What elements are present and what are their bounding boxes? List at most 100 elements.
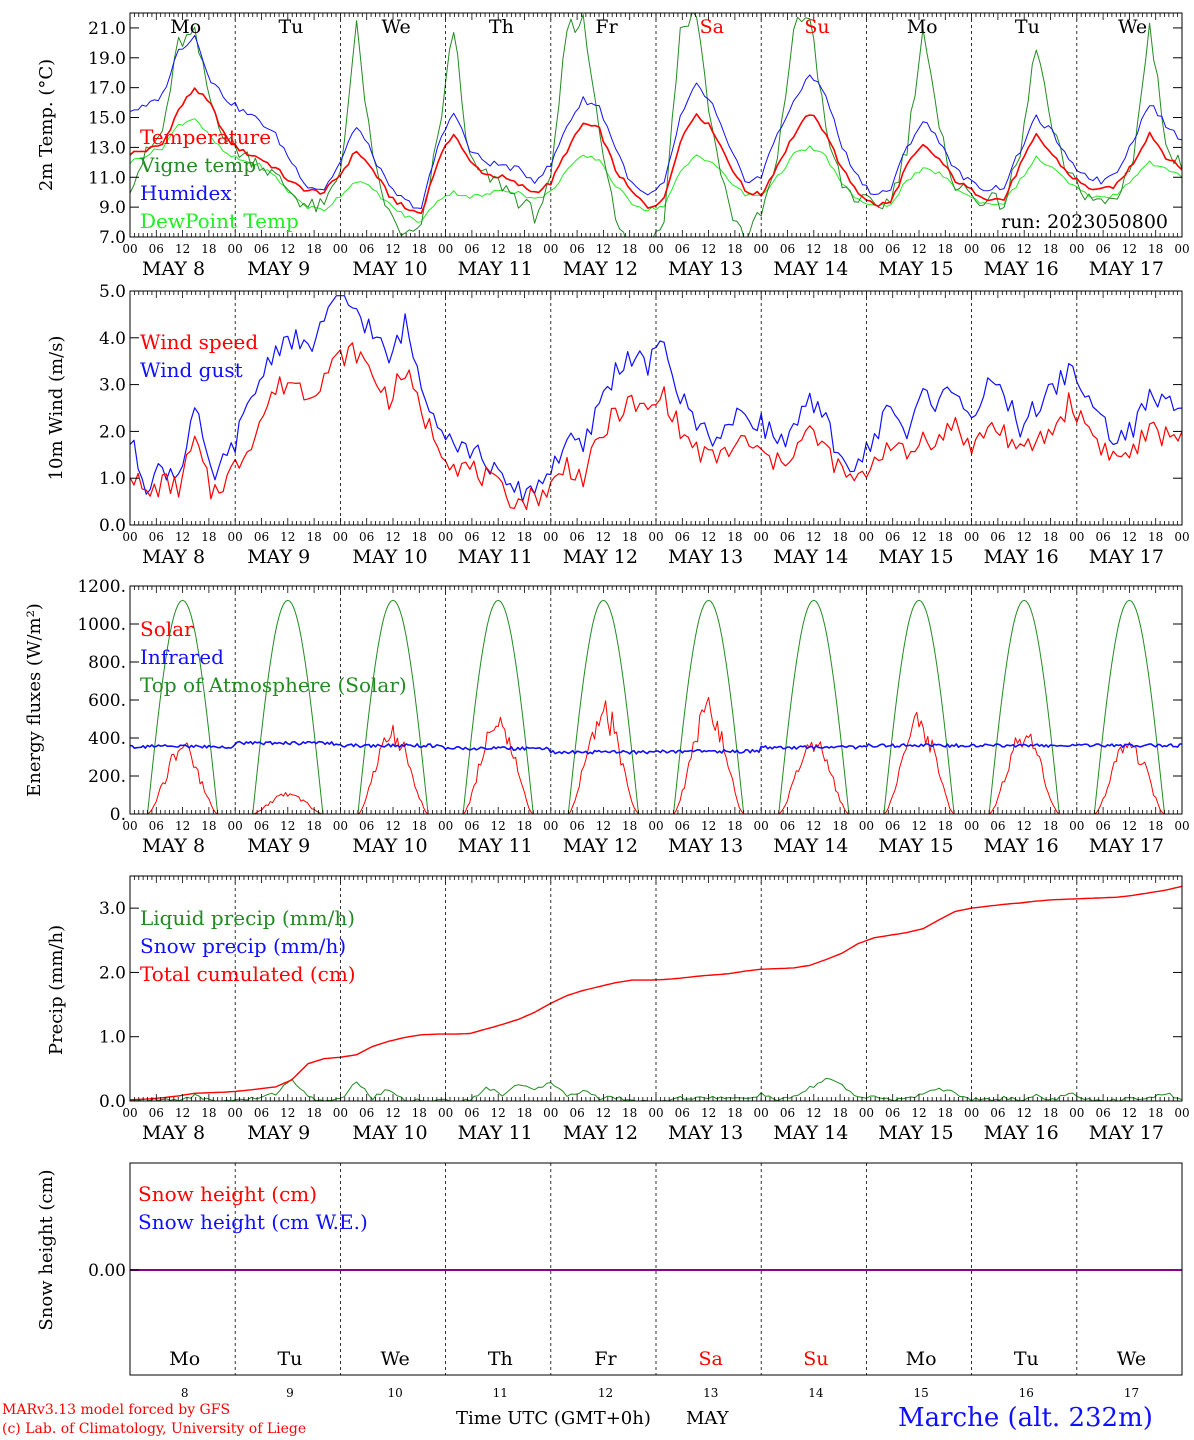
weekday-label: Th bbox=[488, 1348, 513, 1370]
hour-tick-label: 00 bbox=[859, 242, 874, 256]
hour-tick-label: 00 bbox=[648, 819, 663, 833]
y-tick-label: 9.0 bbox=[99, 198, 126, 218]
legend-entry: Snow height (cm W.E.) bbox=[138, 1210, 368, 1234]
hour-tick-label: 18 bbox=[938, 1106, 953, 1120]
hour-tick-label: 12 bbox=[596, 819, 611, 833]
hour-tick-label: 06 bbox=[149, 530, 164, 544]
date-label: MAY 12 bbox=[563, 1122, 638, 1144]
hour-tick-label: 12 bbox=[175, 242, 190, 256]
hour-tick-label: 00 bbox=[122, 242, 137, 256]
hour-tick-label: 06 bbox=[464, 819, 479, 833]
hour-tick-label: 00 bbox=[1174, 1106, 1189, 1120]
snow-height-panel: 0.00 Snow height (cm) Snow height (cm) Snow… bbox=[36, 1162, 1183, 1400]
date-label: MAY 13 bbox=[668, 835, 743, 857]
hour-tick-label: 12 bbox=[911, 242, 926, 256]
hour-tick-label: 06 bbox=[675, 530, 690, 544]
hour-tick-label: 00 bbox=[333, 1106, 348, 1120]
hour-tick-label: 06 bbox=[885, 530, 900, 544]
hour-tick-label: 06 bbox=[675, 242, 690, 256]
date-label: MAY 8 bbox=[142, 258, 205, 280]
date-label: MAY 8 bbox=[142, 546, 205, 568]
weekday-label: Tu bbox=[278, 16, 303, 38]
hour-tick-label: 00 bbox=[964, 819, 979, 833]
hour-tick-label: 18 bbox=[412, 1106, 427, 1120]
day-number-label: 13 bbox=[703, 1386, 718, 1400]
hour-tick-label: 12 bbox=[1017, 242, 1032, 256]
day-number-label: 10 bbox=[387, 1386, 402, 1400]
hour-tick-label: 12 bbox=[1017, 530, 1032, 544]
legend-entry: Total cumulated (cm) bbox=[140, 962, 356, 986]
hour-tick-label: 12 bbox=[385, 530, 400, 544]
y-tick-label: 3.0 bbox=[99, 899, 126, 919]
hour-tick-label: 06 bbox=[990, 530, 1005, 544]
hour-tick-label: 06 bbox=[464, 242, 479, 256]
hour-tick-label: 12 bbox=[596, 242, 611, 256]
hour-tick-label: 12 bbox=[1017, 819, 1032, 833]
y-tick-label: 1.0 bbox=[99, 1028, 126, 1048]
hour-tick-label: 12 bbox=[175, 530, 190, 544]
hour-tick-label: 00 bbox=[438, 1106, 453, 1120]
hour-tick-label: 18 bbox=[938, 819, 953, 833]
date-label: MAY 10 bbox=[352, 835, 427, 857]
y-tick-label: 15.0 bbox=[88, 109, 126, 129]
hour-tick-label: 12 bbox=[1017, 1106, 1032, 1120]
hour-tick-label: 06 bbox=[359, 242, 374, 256]
series-wind-gust bbox=[129, 295, 1183, 503]
hour-tick-label: 00 bbox=[964, 530, 979, 544]
y-axis-label: 2m Temp. (°C) bbox=[36, 59, 57, 191]
hour-tick-label: 12 bbox=[280, 530, 295, 544]
weekday-label: Mo bbox=[906, 1348, 937, 1370]
hour-tick-label: 18 bbox=[832, 1106, 847, 1120]
hour-tick-label: 06 bbox=[254, 1106, 269, 1120]
weekday-label: Sa bbox=[699, 1348, 723, 1370]
hour-tick-label: 18 bbox=[727, 242, 742, 256]
hour-tick-label: 06 bbox=[359, 819, 374, 833]
hour-tick-label: 00 bbox=[333, 242, 348, 256]
hour-tick-label: 18 bbox=[727, 530, 742, 544]
hour-tick-label: 18 bbox=[517, 819, 532, 833]
hour-tick-label: 00 bbox=[1069, 242, 1084, 256]
day-number-label: 9 bbox=[286, 1386, 294, 1400]
hour-tick-label: 06 bbox=[885, 242, 900, 256]
hour-tick-label: 18 bbox=[622, 1106, 637, 1120]
legend-entry: Snow precip (mm/h) bbox=[140, 934, 346, 958]
date-label: MAY 14 bbox=[773, 835, 848, 857]
hour-tick-label: 12 bbox=[385, 819, 400, 833]
hour-tick-label: 06 bbox=[885, 819, 900, 833]
y-tick-label: 17.0 bbox=[88, 79, 126, 99]
hour-tick-label: 12 bbox=[491, 819, 506, 833]
date-label: MAY 11 bbox=[458, 546, 533, 568]
hour-tick-label: 06 bbox=[359, 530, 374, 544]
weekday-label: Su bbox=[804, 16, 829, 38]
hour-tick-label: 18 bbox=[412, 530, 427, 544]
hour-tick-label: 06 bbox=[675, 1106, 690, 1120]
hour-tick-label: 12 bbox=[1122, 530, 1137, 544]
legend-entry: Solar bbox=[140, 617, 194, 641]
date-label: MAY 10 bbox=[352, 1122, 427, 1144]
hour-tick-label: 06 bbox=[254, 242, 269, 256]
hour-tick-label: 12 bbox=[1122, 819, 1137, 833]
weekday-label: We bbox=[1117, 1348, 1146, 1370]
y-axis-label: Energy fluxes (W/m²) bbox=[24, 603, 45, 797]
weekday-label: Mo bbox=[170, 16, 201, 38]
hour-tick-label: 18 bbox=[832, 530, 847, 544]
hour-tick-label: 12 bbox=[491, 242, 506, 256]
hour-tick-label: 00 bbox=[648, 1106, 663, 1120]
weekday-label: We bbox=[380, 1348, 409, 1370]
hour-tick-label: 06 bbox=[675, 819, 690, 833]
hour-tick-label: 18 bbox=[306, 819, 321, 833]
y-tick-label: 2.0 bbox=[99, 422, 126, 442]
hour-tick-label: 06 bbox=[569, 819, 584, 833]
weekday-label: Su bbox=[803, 1348, 828, 1370]
hour-tick-label: 12 bbox=[806, 242, 821, 256]
hour-tick-label: 06 bbox=[780, 242, 795, 256]
day-number-label: 14 bbox=[808, 1386, 824, 1400]
hour-tick-label: 18 bbox=[306, 1106, 321, 1120]
y-tick-label: 11.0 bbox=[88, 168, 126, 188]
hour-tick-label: 06 bbox=[780, 530, 795, 544]
hour-tick-label: 00 bbox=[333, 819, 348, 833]
hour-tick-label: 12 bbox=[911, 1106, 926, 1120]
date-label: MAY 9 bbox=[247, 546, 310, 568]
day-number-label: 16 bbox=[1019, 1386, 1034, 1400]
hour-tick-label: 00 bbox=[1069, 530, 1084, 544]
